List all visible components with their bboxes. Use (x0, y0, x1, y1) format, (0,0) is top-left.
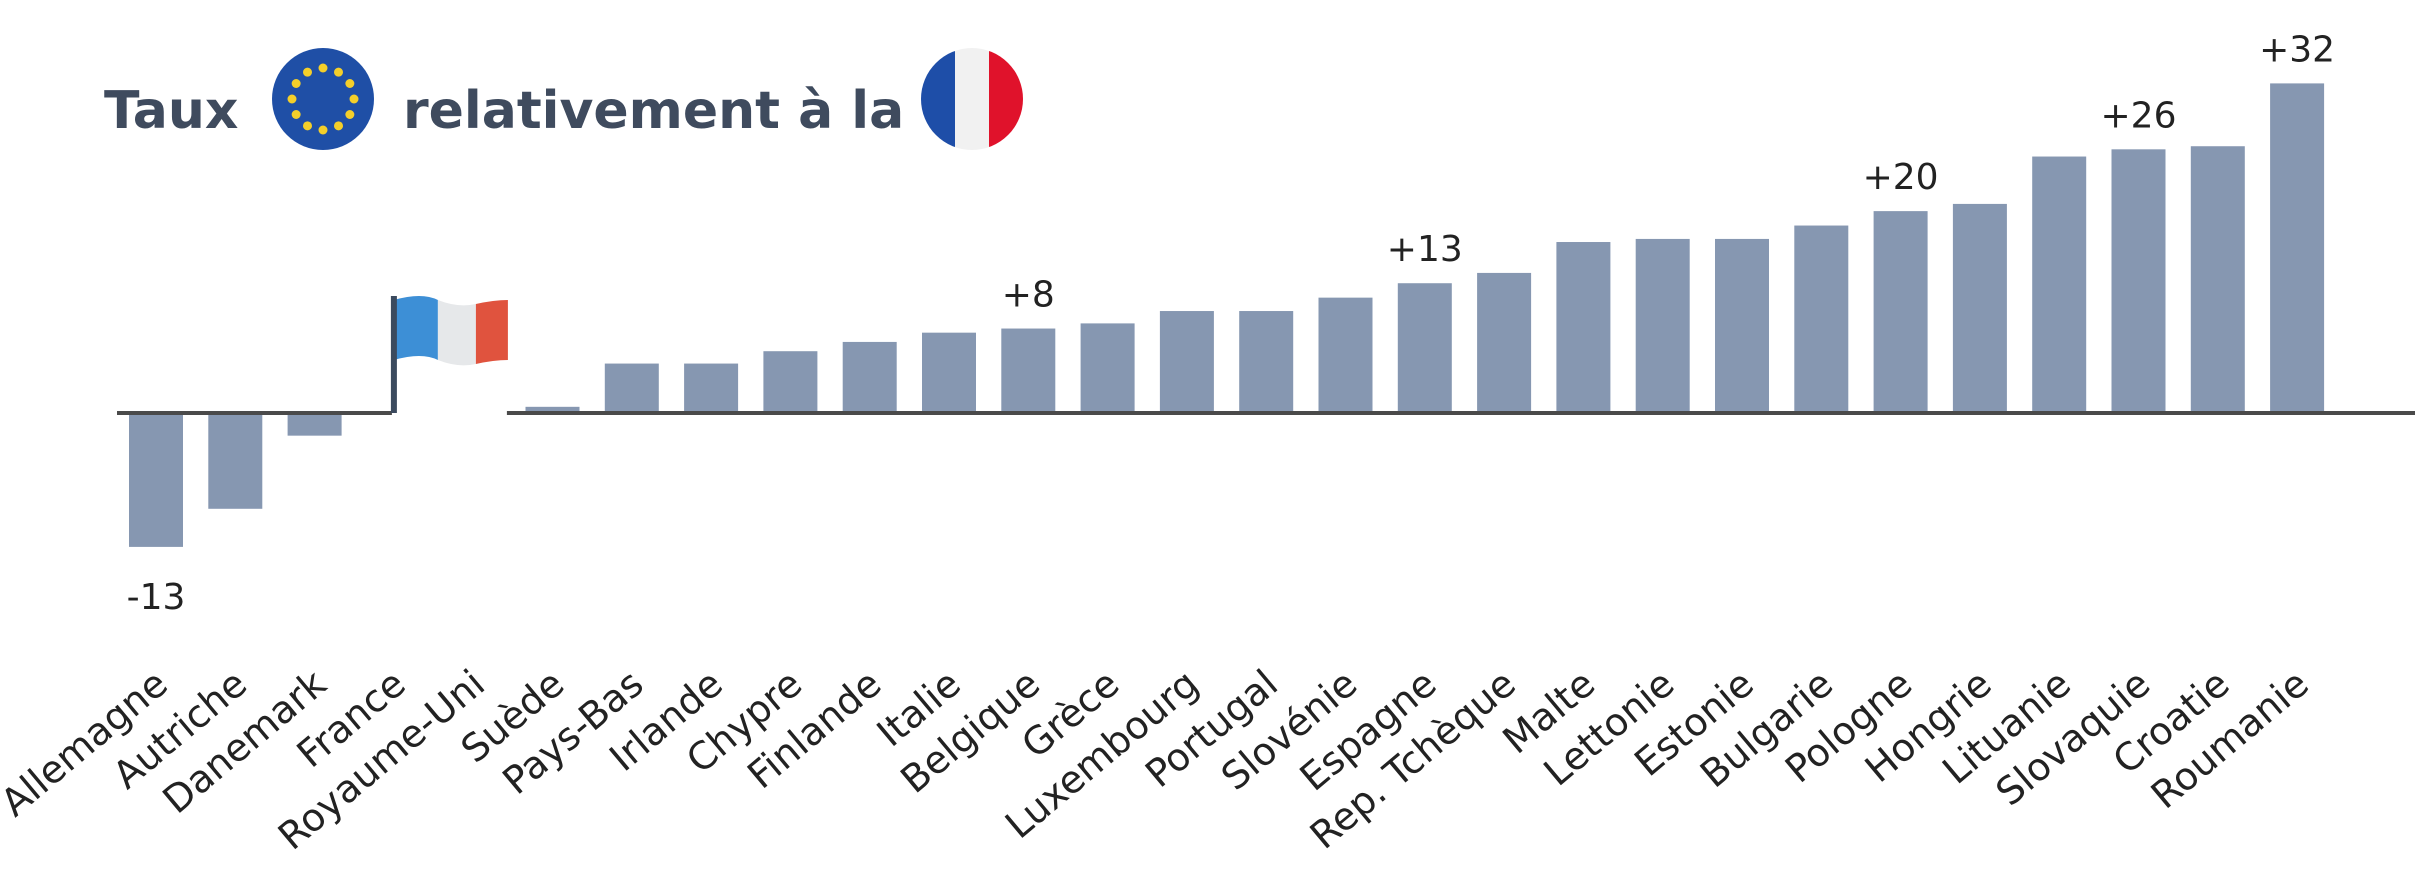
bar (1635, 238, 1690, 413)
star (345, 79, 355, 88)
bar (287, 413, 342, 436)
bar (1715, 238, 1769, 413)
value-label: +26 (2101, 95, 2177, 136)
value-label: -13 (127, 577, 186, 618)
bar (1952, 203, 2007, 413)
bar (1477, 272, 1532, 413)
bar (1397, 283, 1452, 413)
star (334, 67, 343, 77)
star (303, 67, 312, 77)
bar (525, 406, 580, 413)
bar (922, 332, 976, 413)
bar (604, 363, 659, 413)
bar (1794, 225, 1849, 413)
flag-blue (393, 296, 438, 360)
bar (2190, 146, 2245, 414)
flag-white (437, 300, 476, 366)
bar (1001, 328, 1056, 413)
star (318, 125, 328, 135)
eu-flag-icon (272, 48, 374, 150)
title-end: relativement à la (403, 81, 904, 141)
star (334, 121, 343, 131)
star (287, 94, 297, 104)
star (291, 110, 301, 119)
bar (763, 351, 818, 413)
bar (842, 341, 897, 413)
bar (1239, 311, 1294, 413)
bar (1080, 323, 1135, 413)
value-label: +20 (1863, 157, 1939, 198)
bar (129, 413, 183, 547)
bar (2032, 156, 2087, 413)
bar (684, 363, 739, 413)
bar (2270, 83, 2325, 414)
star (291, 79, 301, 88)
star (349, 94, 359, 104)
fr-flag-icon (921, 48, 1023, 150)
value-label: +32 (2259, 29, 2335, 70)
value-label: +13 (1387, 229, 1463, 270)
star (318, 63, 328, 73)
flag-bg (391, 407, 507, 419)
flag-red (475, 300, 508, 364)
value-label: +8 (1002, 275, 1055, 316)
bar (1556, 242, 1611, 413)
star (345, 110, 355, 119)
bar (2111, 149, 2166, 413)
star (303, 121, 312, 131)
title-start: Taux (104, 81, 238, 141)
bar (1159, 311, 1214, 413)
bar (208, 413, 263, 509)
bar (1873, 211, 1928, 413)
bar (1318, 297, 1373, 413)
